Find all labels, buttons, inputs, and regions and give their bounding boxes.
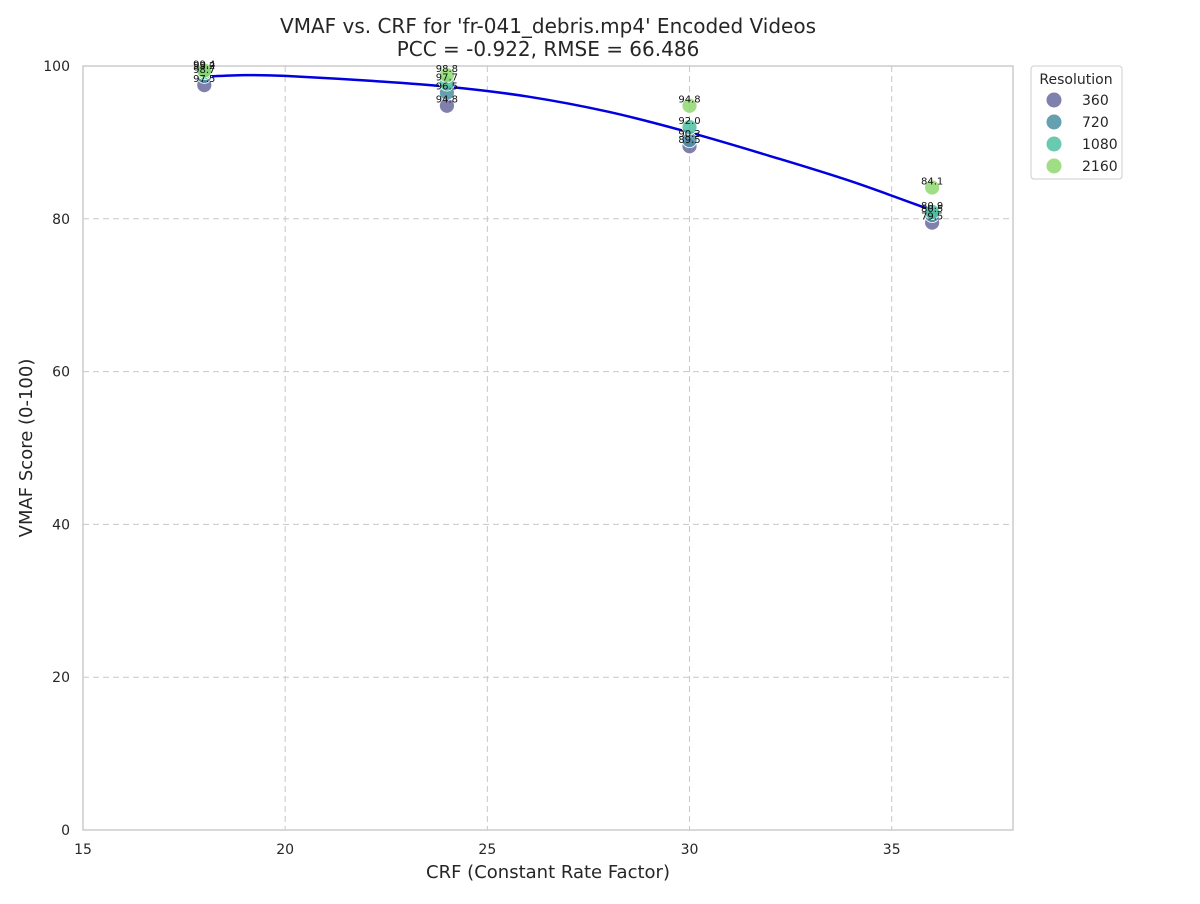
data-label-360: 97.5 (193, 74, 215, 85)
data-label-2160: 99.4 (193, 60, 215, 71)
data-label-360: 89.5 (678, 135, 700, 146)
plot-area-background (83, 66, 1013, 830)
legend: Resolution 360 720 1080 2160 (1030, 65, 1123, 180)
data-point-2160 (196, 62, 213, 79)
x-tick-label: 30 (681, 842, 699, 858)
data-label-720: 80.5 (921, 204, 943, 215)
legend-label-2160: 2160 (1082, 159, 1118, 175)
y-tick-label: 60 (52, 365, 70, 381)
data-point-2160 (924, 179, 941, 196)
data-label-720: 96.5 (436, 82, 458, 93)
grid-layer (83, 66, 1013, 830)
data-point-1080 (681, 119, 698, 136)
legend-marker-360 (1046, 92, 1062, 108)
legend-marker-2160 (1046, 158, 1062, 174)
x-tick-label: 20 (276, 842, 294, 858)
legend-marker-1080 (1046, 136, 1062, 152)
data-label-2160: 84.1 (921, 176, 943, 187)
legend-title: Resolution (1039, 72, 1112, 88)
chart-title: VMAF vs. CRF for 'fr-041_debris.mp4' Enc… (280, 14, 816, 38)
tick-layer: 15 20 25 30 35 0 20 40 60 80 100 (43, 59, 900, 858)
chart-subtitle: PCC = -0.922, RMSE = 66.486 (397, 37, 700, 61)
data-label-1080: 92.0 (678, 116, 700, 127)
data-label-360: 94.8 (436, 95, 458, 106)
y-tick-label: 100 (43, 59, 70, 75)
x-tick-label: 35 (883, 842, 901, 858)
legend-label-1080: 1080 (1082, 137, 1118, 153)
legend-marker-720 (1046, 114, 1062, 130)
data-label-1080: 80.9 (921, 201, 943, 212)
plot-frame (82, 65, 1014, 831)
data-label-2160: 98.8 (436, 64, 458, 75)
x-axis-title: CRF (Constant Rate Factor) (426, 862, 670, 883)
legend-label-720: 720 (1082, 115, 1109, 131)
label-layer: 97.5 94.8 89.5 79.5 98.7 96.5 90.3 80.5 99.2 97.7… (193, 60, 943, 223)
data-label-720: 98.7 (193, 65, 215, 76)
y-tick-label: 20 (52, 670, 70, 686)
fit-layer (204, 73, 933, 212)
x-tick-label: 25 (478, 842, 496, 858)
data-label-720: 90.3 (678, 129, 700, 140)
y-axis-title: VMAF Score (0-100) (16, 359, 37, 538)
data-label-1080: 99.2 (193, 61, 215, 72)
data-label-2160: 94.8 (678, 95, 700, 106)
legend-items: 360 720 1080 2160 (1046, 92, 1118, 175)
point-layer (196, 62, 941, 231)
data-point-2160 (681, 97, 698, 114)
legend-label-360: 360 (1082, 93, 1109, 109)
data-label-360: 79.5 (921, 212, 943, 223)
y-tick-label: 80 (52, 212, 70, 228)
y-tick-label: 40 (52, 517, 70, 533)
data-label-1080: 97.7 (436, 73, 458, 84)
x-tick-label: 15 (74, 842, 92, 858)
data-point-2160 (439, 67, 455, 84)
data-point-1080 (924, 204, 941, 220)
y-tick-label: 0 (61, 823, 70, 839)
fit-curve (204, 73, 933, 212)
